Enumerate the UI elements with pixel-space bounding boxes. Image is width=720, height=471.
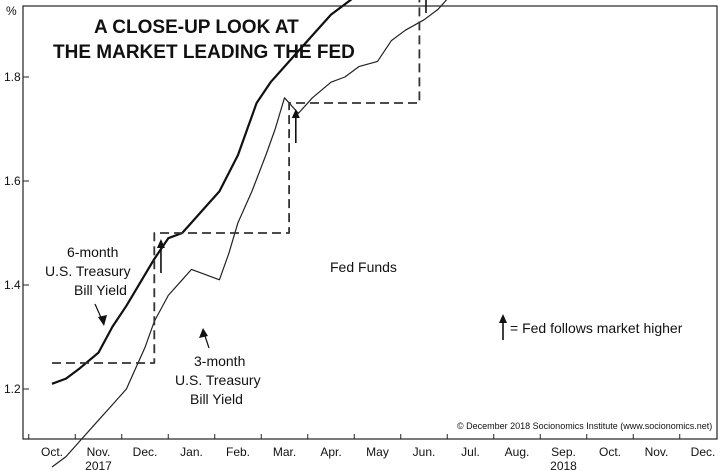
annotation-6-month-line-2: U.S. Treasury <box>45 263 131 279</box>
x-year-label: 2018 <box>550 459 577 471</box>
y-tick-label: 1.8 <box>4 70 21 84</box>
arrows-layer <box>156 0 427 273</box>
annotation-3-month-line-3: Bill Yield <box>190 391 243 407</box>
annotation-fed-funds: Fed Funds <box>330 259 397 275</box>
x-tick-label: Jun. <box>413 445 436 459</box>
credit-text: © December 2018 Socionomics Institute (w… <box>457 421 712 431</box>
x-tick-label: Apr. <box>320 445 341 459</box>
legend-arrow-head <box>499 314 507 323</box>
x-tick-label: Jul. <box>461 445 480 459</box>
x-tick-label: Oct. <box>41 445 63 459</box>
y-axis: 1.21.41.61.822.22.42.6 <box>4 70 29 396</box>
x-tick-label: Oct. <box>599 445 621 459</box>
y-axis-unit: % <box>6 4 17 18</box>
x-tick-label: Dec. <box>691 445 716 459</box>
fed-arrow-head <box>291 109 300 118</box>
annotation-6-month-leader-arrowhead <box>98 315 107 326</box>
y-tick-label: 1.4 <box>4 278 21 292</box>
x-tick-label: Nov. <box>645 445 669 459</box>
x-tick-label: Jan. <box>180 445 203 459</box>
x-tick-label: Aug. <box>505 445 530 459</box>
plot-frame <box>22 5 718 440</box>
x-axis: Oct. Nov. Dec. Jan. Feb. Mar. Apr. May Jun. Jul. A… <box>28 434 716 471</box>
chart-title-line-2: THE MARKET LEADING THE FED <box>53 42 355 63</box>
y-tick-label: 1.6 <box>4 174 21 188</box>
series-line <box>52 0 421 364</box>
x-tick-label: May <box>366 445 389 459</box>
fed-arrow-head <box>156 239 165 248</box>
y-tick-label: 1.2 <box>4 382 21 396</box>
annotation-6-month-line-3: Bill Yield <box>74 282 127 298</box>
x-tick-label: Sep. <box>551 445 576 459</box>
annotation-3-month-line-1: 3-month <box>194 353 245 369</box>
x-tick-label: Dec. <box>133 445 158 459</box>
x-tick-label: Mar. <box>273 445 296 459</box>
series-line <box>51 0 448 468</box>
annotation-3-month-leader-arrowhead <box>199 328 208 338</box>
annotation-6-month-line-1: 6-month <box>67 244 118 260</box>
series-layer <box>51 0 448 468</box>
legend-text: = Fed follows market higher <box>510 320 683 336</box>
annotation-3-month-line-2: U.S. Treasury <box>175 372 261 388</box>
x-tick-label: Feb. <box>226 445 250 459</box>
x-year-label: 2017 <box>85 459 112 471</box>
x-tick-label: Nov. <box>87 445 111 459</box>
chart-title-line-1: A CLOSE-UP LOOK AT <box>94 17 299 38</box>
